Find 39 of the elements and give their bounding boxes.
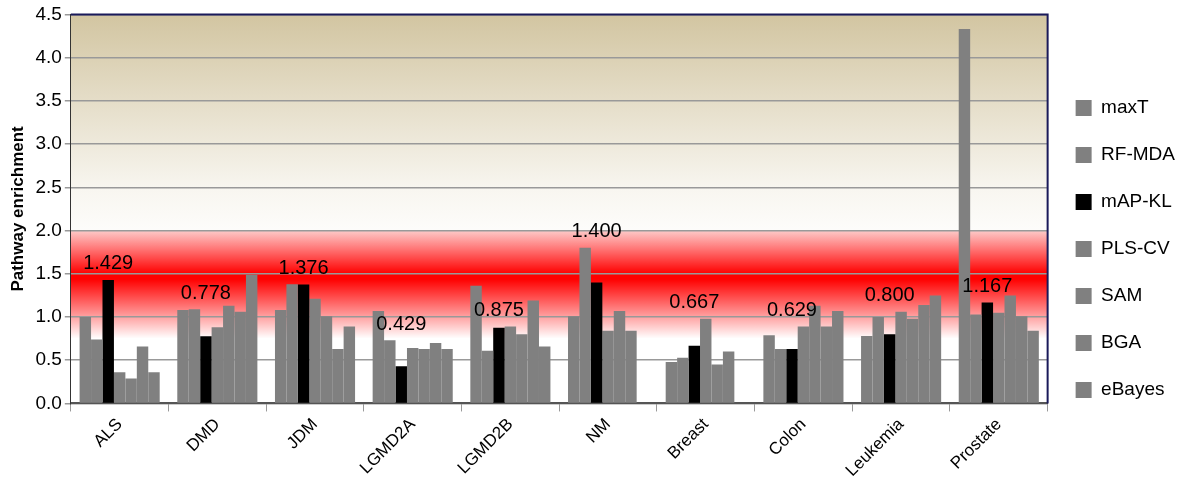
bar	[786, 349, 798, 403]
data-label: 0.429	[376, 311, 427, 334]
y-tick-label: 0.5	[35, 348, 62, 370]
data-label: 0.778	[180, 280, 231, 303]
data-label: 0.667	[669, 290, 720, 313]
data-label: 0.629	[766, 298, 818, 321]
legend-label: PLS-CV	[1101, 237, 1171, 259]
y-tick-label: 4.5	[35, 2, 62, 24]
legend-label: BGA	[1101, 331, 1142, 353]
legend-label: maxT	[1101, 96, 1150, 118]
bar	[297, 284, 310, 403]
y-axis-title: Pathway enrichment	[7, 125, 27, 292]
bar	[200, 336, 212, 403]
bar	[981, 302, 994, 403]
y-tick-label: 2.0	[35, 218, 62, 240]
bar	[590, 282, 603, 403]
bar	[688, 345, 701, 403]
y-tick-label: 1.5	[35, 262, 62, 283]
y-tick-label: 0.0	[35, 391, 62, 413]
bar	[883, 334, 896, 403]
bar	[493, 327, 505, 403]
bar	[102, 279, 114, 403]
y-tick-label: 1.0	[35, 305, 62, 327]
data-label: 1.400	[571, 219, 622, 242]
data-label: 1.429	[83, 251, 134, 274]
legend-label: SAM	[1101, 284, 1143, 306]
y-tick-label: 3.5	[35, 89, 62, 111]
x-tick-label: NM	[582, 414, 615, 447]
legend-label: mAP-KL	[1101, 190, 1172, 212]
data-label: 1.376	[278, 255, 329, 278]
y-tick-label: 4.0	[35, 45, 62, 67]
data-label: 1.167	[962, 274, 1013, 297]
data-label: 0.875	[473, 298, 524, 321]
y-tick-label: 2.5	[35, 175, 62, 197]
legend-label: eBayes	[1101, 378, 1165, 400]
data-label: 0.800	[864, 283, 915, 306]
bar	[395, 366, 407, 403]
y-tick-label: 3.0	[35, 132, 62, 154]
legend-label: RF-MDA	[1101, 143, 1176, 165]
